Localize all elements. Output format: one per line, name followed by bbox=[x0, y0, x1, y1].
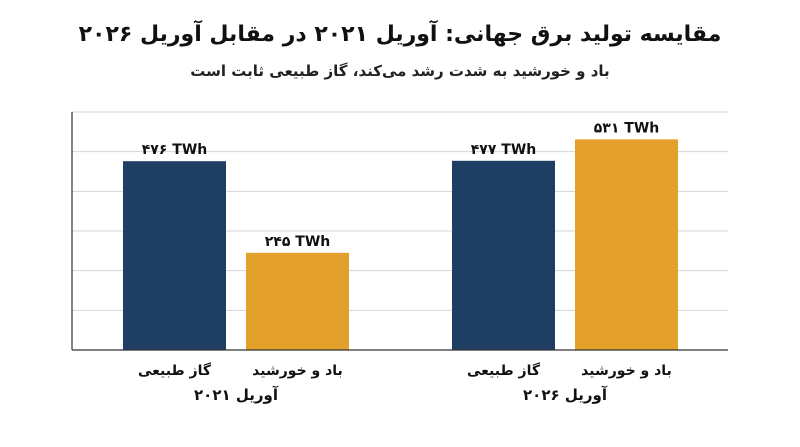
chart-title: مقایسه تولید برق جهانی: آوریل ۲۰۲۱ در مق… bbox=[78, 22, 722, 47]
bar-value-label: ۲۴۵ TWh bbox=[265, 234, 330, 250]
category-label: باد و خورشید bbox=[252, 363, 343, 379]
bars bbox=[123, 139, 678, 350]
category-label: گاز طبیعی bbox=[467, 362, 541, 379]
bar bbox=[246, 252, 349, 350]
labels: ۴۷۶ TWh گاز طبیعی ۲۴۵ TWh باد و خورشید آوریل… bbox=[138, 120, 672, 404]
group-label: آوریل ۲۰۲۶ bbox=[523, 386, 608, 404]
bar bbox=[123, 161, 226, 350]
bar bbox=[452, 160, 555, 350]
category-label: باد و خورشید bbox=[581, 363, 672, 379]
bar-value-label: ۵۳۱ TWh bbox=[594, 120, 659, 136]
group-label: آوریل ۲۰۲۱ bbox=[194, 386, 279, 404]
bar bbox=[575, 139, 678, 350]
bar-value-label: ۴۷۷ TWh bbox=[471, 142, 536, 158]
category-label: گاز طبیعی bbox=[138, 362, 212, 379]
chart-subtitle: باد و خورشید به شدت رشد می‌کند، گاز طبیع… bbox=[190, 62, 610, 80]
bar-value-label: ۴۷۶ TWh bbox=[142, 142, 207, 158]
